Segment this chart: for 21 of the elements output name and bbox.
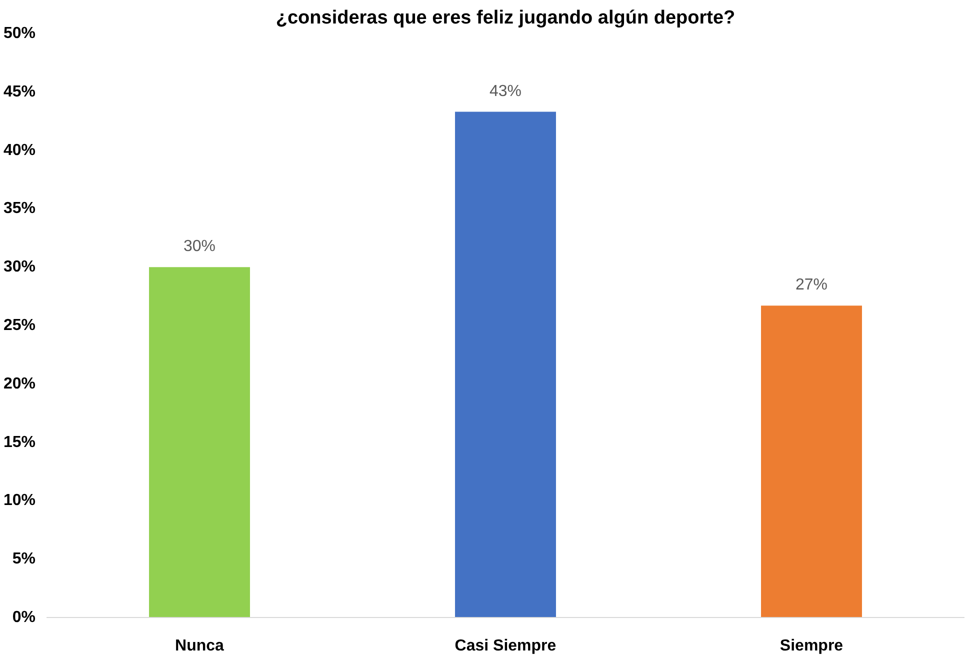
bar <box>455 112 556 618</box>
x-tick-label: Siempre <box>780 638 844 654</box>
y-tick-label: 45% <box>3 83 36 100</box>
y-tick-label: 10% <box>3 492 36 510</box>
y-tick-label: 0% <box>12 609 36 626</box>
bar <box>761 306 862 618</box>
y-tick-label: 30% <box>3 258 36 276</box>
y-tick-label: 15% <box>3 434 36 451</box>
x-tick-label: Nunca <box>175 638 224 654</box>
y-tick-label: 25% <box>3 317 36 334</box>
y-tick-label: 35% <box>3 200 36 218</box>
y-tick-label: 50% <box>3 25 36 42</box>
y-tick-label: 20% <box>3 375 36 392</box>
chart-title: ¿consideras que eres feliz jugando algún deporte? <box>276 8 736 28</box>
y-tick-label: 40% <box>3 142 36 159</box>
data-label: 30% <box>183 238 216 256</box>
bar <box>149 267 250 618</box>
data-label: 43% <box>489 82 522 100</box>
data-label: 27% <box>795 276 828 294</box>
y-tick-label: 5% <box>12 550 36 568</box>
x-tick-label: Casi Siempre <box>454 638 556 654</box>
